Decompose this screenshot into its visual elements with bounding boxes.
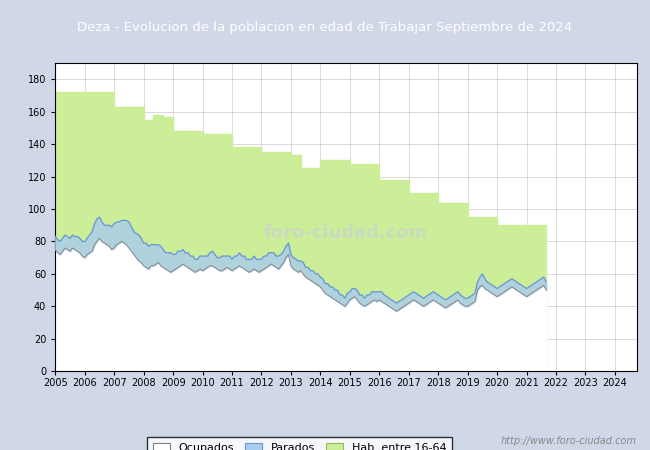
Text: Deza - Evolucion de la poblacion en edad de Trabajar Septiembre de 2024: Deza - Evolucion de la poblacion en edad… <box>77 21 573 33</box>
Legend: Ocupados, Parados, Hab. entre 16-64: Ocupados, Parados, Hab. entre 16-64 <box>148 437 452 450</box>
Text: foro-ciudad.com: foro-ciudad.com <box>264 224 428 242</box>
Text: http://www.foro-ciudad.com: http://www.foro-ciudad.com <box>501 436 637 446</box>
